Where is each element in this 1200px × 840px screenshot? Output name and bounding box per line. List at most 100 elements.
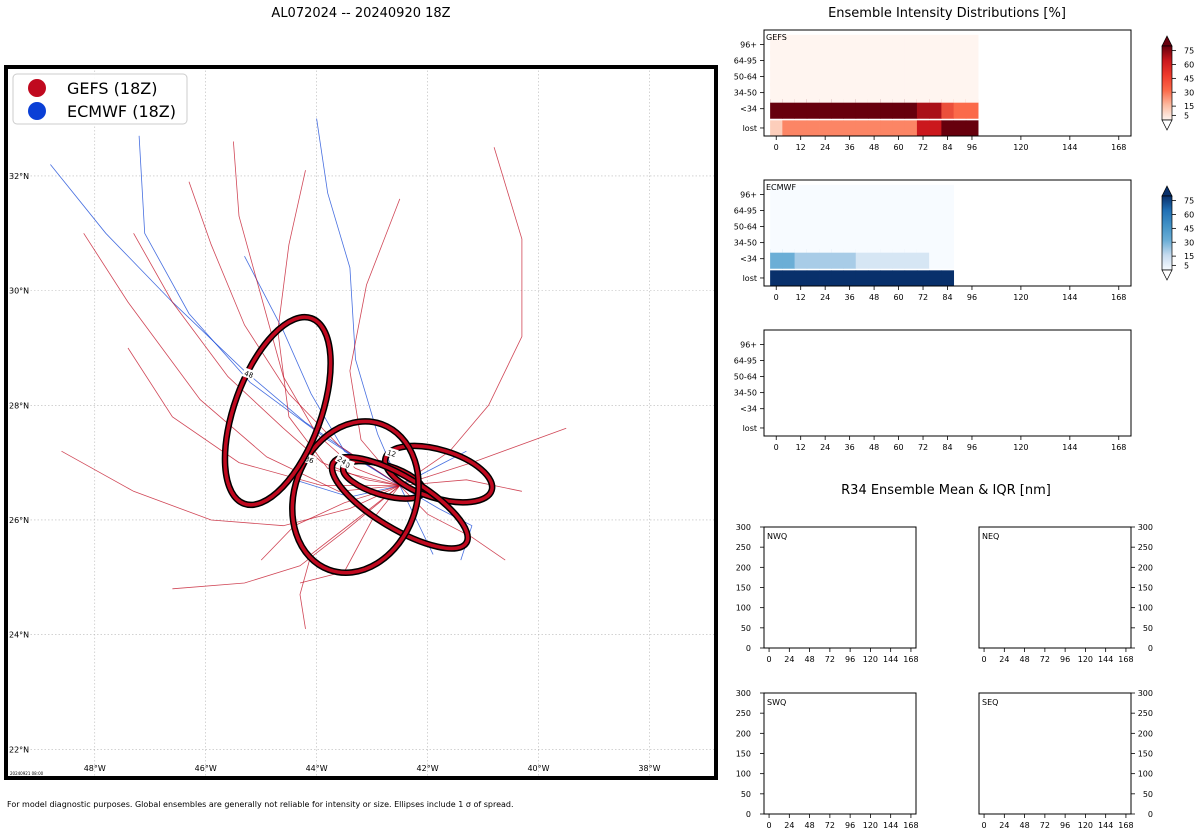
r34-panel: NWQ 0 24 48 72 96 120 144 168 0 50 100 150 200 250 300 <box>736 523 919 664</box>
heatmap-y-tick-label: 96+ <box>740 40 757 49</box>
r34-y-tick-label: 100 <box>736 604 751 613</box>
heatmap-cell <box>806 184 820 205</box>
map-ellipses: 0 12 24 36 48 <box>221 313 496 576</box>
heatmap-cell <box>892 83 906 103</box>
heatmap-cell <box>953 120 967 136</box>
r34-x-tick-label: 48 <box>1020 655 1030 664</box>
gefs-track <box>83 233 400 492</box>
heatmap-x-tick-label: 84 <box>942 293 952 302</box>
heatmap-cell <box>855 83 869 103</box>
heatmap-cell <box>806 83 820 103</box>
r34-y-tick-label: 0 <box>746 810 751 819</box>
heatmap-cell <box>770 83 783 103</box>
heatmap-cell <box>953 83 967 103</box>
gefs-track <box>349 198 401 486</box>
heatmap-cell <box>782 200 795 221</box>
heatmap-cell <box>953 66 967 87</box>
r34-frame <box>763 526 917 649</box>
heatmap-cell <box>941 120 955 136</box>
r34-x-tick-label: 24 <box>999 655 1009 664</box>
r34-y-tick-label: 200 <box>736 729 751 738</box>
heatmap-cell <box>880 184 893 205</box>
heatmap-cell <box>867 66 881 87</box>
r34-x-tick-label: 0 <box>982 655 987 664</box>
r34-x-tick-label: 0 <box>767 655 772 664</box>
map-frame <box>4 65 718 780</box>
colorbar-ecmwf-bottom-tri <box>1161 269 1173 281</box>
heatmap-cell <box>880 66 893 87</box>
heatmap-cell <box>929 233 942 253</box>
map-y-tick-label: 28°N <box>9 401 29 410</box>
heatmap-cell <box>819 50 832 71</box>
heatmap-x-tick-label: 144 <box>1062 443 1077 452</box>
gefs-track <box>399 147 523 486</box>
heatmap-cell <box>855 66 869 87</box>
heatmap-cell <box>831 249 844 269</box>
heatmap-y-tick-label: 64-95 <box>734 57 757 66</box>
heatmap-cell <box>794 34 808 55</box>
heatmap-cell <box>916 216 930 237</box>
heatmap-cell <box>916 200 930 221</box>
forecast-ellipse: 48 <box>221 313 334 509</box>
heatmap-cell <box>904 120 918 136</box>
r34-x-tick-label: 72 <box>1040 655 1050 664</box>
r34-x-tick-label: 120 <box>863 655 878 664</box>
heatmap-cell <box>904 184 918 205</box>
map-grid <box>6 67 716 778</box>
heatmap-cell <box>941 50 955 71</box>
heatmap-cell <box>904 233 918 253</box>
r34-frame <box>978 692 1132 815</box>
r34-y-tick-label: 50 <box>741 790 751 799</box>
heatmap-cell <box>929 200 942 221</box>
heatmap-cell <box>892 200 906 221</box>
heatmap-cell <box>831 99 844 119</box>
heatmap-cell <box>770 66 783 87</box>
heatmap-x-tick-label: 168 <box>1111 143 1126 152</box>
heatmap-cell <box>806 66 820 87</box>
heatmap-cell <box>941 66 955 87</box>
heatmap-cell <box>819 120 832 136</box>
map-y-tick-label: 26°N <box>9 516 29 525</box>
heatmap-cell <box>794 249 808 269</box>
heatmap-cell <box>782 270 795 286</box>
heatmap-cell <box>819 99 832 119</box>
ellipse-line <box>330 455 470 551</box>
heatmap-x-tick-label: 48 <box>869 443 879 452</box>
heatmap-x-tick-label: 96 <box>967 443 977 452</box>
r34-x-tick-label: 24 <box>999 821 1009 830</box>
r34-x-tick-label: 120 <box>1078 821 1093 830</box>
heatmap-cell <box>929 249 942 269</box>
heatmap-y-tick-label: <34 <box>740 405 757 414</box>
heatmap-x-tick-label: 48 <box>869 143 879 152</box>
heatmap-cell <box>794 270 808 286</box>
heatmap-x-tick-label: 60 <box>893 443 903 452</box>
heatmap-cell <box>941 34 955 55</box>
r34-panel: SEQ 0 24 48 72 96 120 144 168 0 50 100 150 200 250 300 <box>978 689 1153 830</box>
heatmap-cell <box>855 99 869 119</box>
colorbar-tick-label: 15 <box>1184 252 1194 261</box>
heatmap-cell <box>831 184 844 205</box>
r34-x-tick-label: 48 <box>805 655 815 664</box>
colorbar-tick-label: 75 <box>1184 47 1194 56</box>
map-legend: GEFS (18Z) ECMWF (18Z) <box>12 73 188 125</box>
heatmap-x-tick-label: 48 <box>869 293 879 302</box>
heatmap-cell <box>867 270 881 286</box>
r34-x-tick-label: 168 <box>903 655 918 664</box>
r34-y-tick-label: 50 <box>741 624 751 633</box>
heatmap-cell <box>794 120 808 136</box>
heatmap-cell <box>782 34 795 55</box>
heatmap-cell <box>806 50 820 71</box>
heatmap-x-tick-label: 60 <box>893 143 903 152</box>
heatmap-x-tick-label: 60 <box>893 293 903 302</box>
colorbar-gefs: 515 30 45 60 75 <box>1161 35 1194 131</box>
r34-frame <box>978 526 1132 649</box>
heatmap-x-tick-label: 12 <box>796 293 806 302</box>
r34-y-tick-label: 200 <box>1138 563 1153 572</box>
heatmap-cell <box>904 270 918 286</box>
heatmap-cell <box>782 249 795 269</box>
r34-y-tick-label: 50 <box>1143 624 1153 633</box>
heatmap-x-tick-label: 12 <box>796 443 806 452</box>
heatmap-cell <box>867 120 881 136</box>
r34-x-tick-label: 24 <box>784 655 794 664</box>
heatmap-cell <box>770 34 783 55</box>
